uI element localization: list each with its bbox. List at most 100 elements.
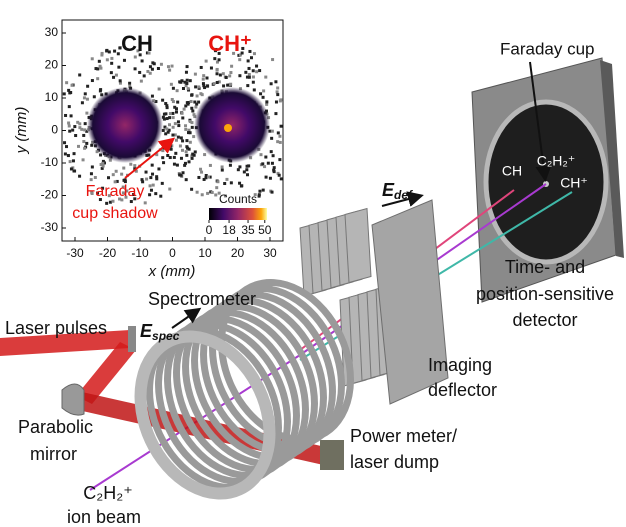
speckle	[186, 147, 189, 150]
speckle	[85, 142, 88, 145]
speckle	[144, 201, 147, 204]
speckle	[194, 106, 197, 109]
speckle	[176, 101, 179, 104]
speckle	[140, 80, 143, 83]
speckle	[206, 85, 209, 88]
speckle	[203, 86, 206, 89]
y-tick-label: -30	[41, 220, 59, 234]
speckle	[115, 170, 118, 173]
x-axis-label: x (mm)	[148, 263, 196, 280]
speckle	[119, 79, 122, 82]
speckle	[259, 153, 262, 156]
speckle	[100, 54, 103, 57]
speckle	[258, 195, 261, 198]
speckle	[123, 59, 126, 62]
speckle	[278, 174, 281, 177]
speckle	[108, 50, 111, 53]
laser-label: Laser pulses	[5, 318, 107, 338]
speckle	[90, 172, 93, 175]
speckle	[199, 92, 202, 95]
speckle	[109, 201, 112, 204]
speckle	[154, 192, 157, 195]
speckle	[74, 134, 77, 137]
colorbar-tick-label: 50	[258, 223, 272, 237]
speckle	[134, 67, 137, 70]
hit-label: CH⁺	[560, 175, 588, 191]
speckle	[270, 137, 273, 140]
speckle	[216, 81, 219, 84]
speckle	[230, 181, 233, 184]
speckle	[203, 153, 206, 156]
y-tick-label: 10	[45, 90, 59, 104]
ch-spot	[87, 87, 163, 163]
speckle	[91, 165, 94, 168]
speckle	[152, 184, 155, 187]
speckle	[172, 126, 175, 129]
speckle	[172, 116, 175, 119]
speckle	[70, 167, 73, 170]
speckle	[184, 162, 187, 165]
speckle	[240, 184, 243, 187]
speckle	[112, 173, 115, 176]
colorbar-tick-label: 35	[241, 223, 255, 237]
speckle	[271, 58, 274, 61]
speckle	[187, 131, 190, 134]
speckle	[189, 141, 192, 144]
speckle	[213, 57, 216, 60]
x-tick-label: 30	[263, 246, 277, 260]
speckle	[221, 169, 224, 172]
speckle	[276, 93, 279, 96]
speckle	[245, 168, 248, 171]
speckle	[86, 98, 89, 101]
colorbar	[209, 208, 267, 220]
speckle	[202, 82, 205, 85]
speckle	[94, 176, 97, 179]
speckle	[163, 118, 166, 121]
speckle	[160, 63, 163, 66]
speckle	[277, 131, 280, 134]
speckle	[184, 124, 187, 127]
speckle	[84, 122, 87, 125]
speckle	[191, 157, 194, 160]
speckle	[168, 69, 171, 72]
speckle	[188, 160, 191, 163]
speckle	[267, 162, 270, 165]
speckle	[177, 136, 180, 139]
speckle	[80, 128, 83, 131]
speckle	[185, 154, 188, 157]
speckle	[182, 87, 185, 90]
speckle	[102, 165, 105, 168]
speckle	[170, 83, 173, 86]
speckle	[196, 94, 199, 97]
speckle	[86, 85, 89, 88]
speckle	[185, 82, 188, 85]
speckle	[180, 79, 183, 82]
speckle	[149, 176, 152, 179]
speckle	[171, 65, 174, 68]
speckle	[216, 180, 219, 183]
speckle	[248, 73, 251, 76]
speckle	[199, 168, 202, 171]
speckle	[262, 96, 265, 99]
speckle	[215, 186, 218, 189]
speckle	[209, 164, 212, 167]
speckle	[151, 95, 154, 98]
speckle	[271, 130, 274, 133]
speckle	[63, 92, 66, 95]
speckle	[172, 100, 175, 103]
speckle	[84, 92, 87, 95]
detector-label: Time- and	[505, 257, 585, 277]
speckle	[238, 165, 241, 168]
speckle	[162, 161, 165, 164]
speckle	[229, 164, 232, 167]
speckle	[141, 59, 144, 62]
speckle	[219, 73, 222, 76]
species-label: CH⁺	[208, 31, 251, 56]
speckle	[280, 177, 283, 180]
speckle	[110, 57, 113, 60]
speckle	[91, 79, 94, 82]
speckle	[185, 178, 188, 181]
speckle	[185, 150, 188, 153]
speckle	[180, 157, 183, 160]
speckle	[262, 89, 265, 92]
